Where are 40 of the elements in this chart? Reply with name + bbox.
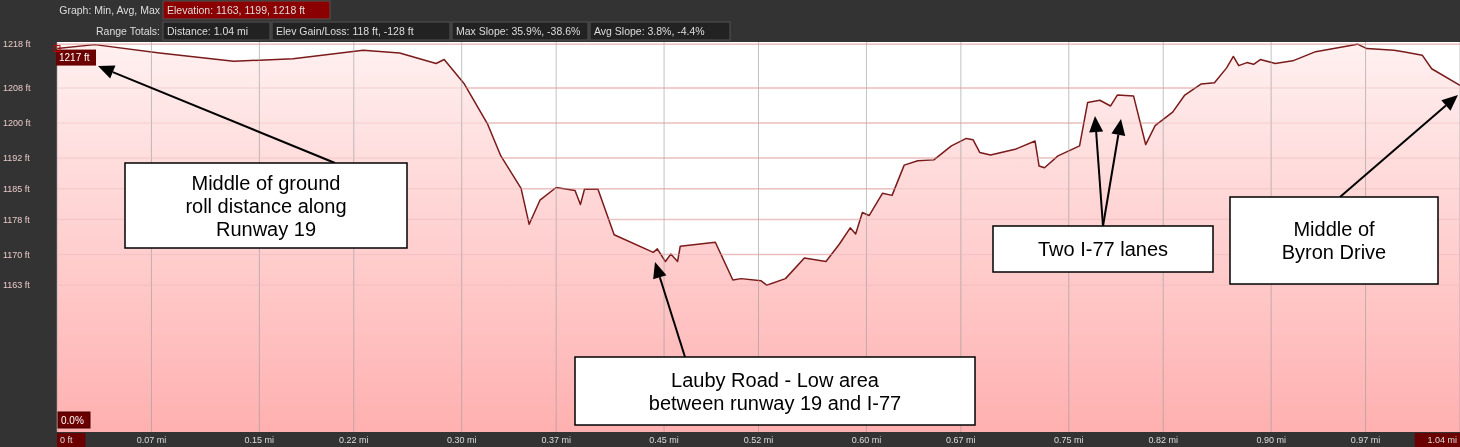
annotation: Middle of ground roll distance along Runway 19 [185, 171, 347, 240]
y-tick-label: 1218 ft [3, 39, 32, 50]
callout: Middle of Byron Drive [1229, 95, 1458, 285]
y-tick-label: 1192 ft [3, 153, 31, 164]
annotation: 0.0% [61, 414, 84, 426]
x-tick-label: 0.67 mi [946, 435, 976, 445]
x-tick-label: 0.37 mi [541, 435, 571, 445]
y-tick-label: 1208 ft [3, 83, 32, 94]
x-tick-label: 0.97 mi [1350, 435, 1381, 445]
y-tick-label: 1185 ft [3, 183, 31, 194]
callout: Middle of ground roll distance along Runway 19 [98, 65, 408, 249]
text: Avg Slope: 3.8%, -4.4% [594, 24, 705, 37]
x-tick-label: 0 ft [60, 435, 74, 445]
x-tick-label: 0.15 mi [244, 435, 275, 445]
y-tick-label: 1200 ft [3, 118, 32, 129]
x-tick-label: 1.04 mi [1427, 435, 1457, 445]
x-tick-label: 0.45 mi [649, 435, 679, 445]
callout: Two I-77 lanes [992, 116, 1214, 273]
x-tick-label: 0.52 mi [743, 435, 774, 445]
y-tick-label: 1163 ft [3, 280, 31, 291]
y-tick-label: 1170 ft [3, 249, 31, 260]
x-tick-label: 0.07 mi [136, 435, 167, 445]
x-tick-label: 0.75 mi [1054, 435, 1084, 445]
text: Elev Gain/Loss: 118 ft, -128 ft [276, 24, 414, 37]
callout: Lauby Road - Low area between runway 19 and I-77 [574, 262, 976, 426]
text: Graph: Min, Avg, Max [59, 3, 161, 16]
x-tick-label: 0.90 mi [1256, 435, 1286, 445]
x-tick-label: 0.60 mi [851, 435, 882, 445]
text: Max Slope: 35.9%, -38.6% [456, 24, 581, 37]
x-tick-label: 0.30 mi [446, 435, 477, 445]
text: Distance: 1.04 mi [167, 24, 249, 37]
text: Elevation: 1163, 1199, 1218 ft [167, 3, 306, 16]
x-tick-label: 0.22 mi [339, 435, 369, 445]
annotation: Lauby Road - Low area between runway 19 and I-77 [648, 368, 902, 414]
annotation: 1217 ft [59, 52, 90, 64]
text: Range Totals: [95, 24, 160, 37]
annotation: Middle of Byron Drive [1281, 218, 1387, 263]
x-tick-label: 0.82 mi [1148, 435, 1178, 445]
annotation: Two I-77 lanes [1037, 238, 1169, 260]
y-tick-label: 1178 ft [3, 214, 31, 225]
